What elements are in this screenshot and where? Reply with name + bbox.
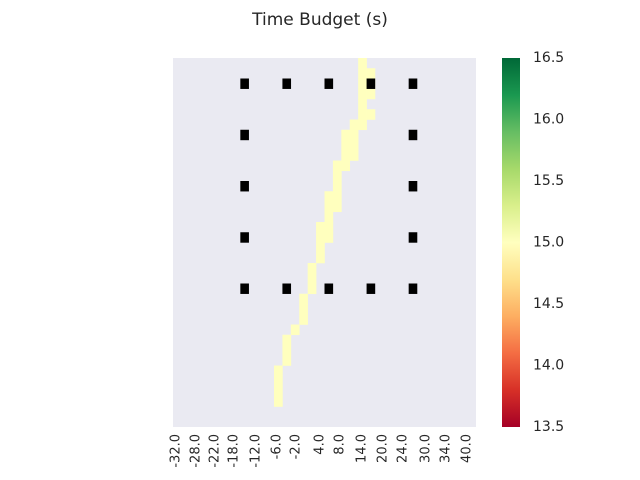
- marker-cell: [240, 78, 249, 89]
- heatmap-cell: [282, 334, 292, 346]
- heatmap-cell: [332, 181, 342, 192]
- heatmap-cell: [341, 129, 351, 141]
- heatmap-cell: [332, 201, 342, 213]
- x-tick-label: 34.0: [439, 434, 454, 463]
- heatmap-cells: [240, 58, 418, 407]
- heatmap-cell: [324, 211, 334, 223]
- x-tick-label: 40.0: [460, 434, 475, 463]
- heatmap-cell: [366, 88, 376, 100]
- heatmap-cell: [282, 355, 292, 366]
- heatmap-cell: [358, 109, 367, 120]
- colorbar-tick-label: 15.5: [533, 173, 564, 189]
- colorbar-tick-label: 13.5: [533, 419, 564, 435]
- x-tick-label: -28.0: [189, 434, 204, 468]
- heatmap-cell: [290, 324, 300, 336]
- heatmap-cell: [358, 99, 367, 110]
- marker-cell: [324, 283, 334, 294]
- x-tick-label: 24.0: [396, 434, 411, 463]
- x-tick-label: -12.0: [249, 434, 264, 468]
- heatmap-cell: [366, 109, 376, 120]
- marker-cell: [240, 129, 249, 141]
- heatmap-cell: [349, 140, 359, 151]
- heatmap-cell: [324, 222, 334, 233]
- heatmap-cell: [349, 129, 359, 141]
- heatmap-cell: [274, 365, 283, 377]
- heatmap-cell: [332, 170, 342, 182]
- marker-cell: [324, 78, 334, 89]
- heatmap-cell: [307, 263, 317, 274]
- heatmap-cell: [324, 191, 334, 202]
- x-tick-label: 14.0: [355, 434, 370, 463]
- chart-title: Time Budget (s): [251, 10, 388, 30]
- heatmap-cell: [299, 304, 308, 315]
- x-tick-label: 4.0: [313, 434, 328, 455]
- x-tick-label: -18.0: [227, 434, 242, 468]
- x-tick-label: 30.0: [419, 434, 434, 463]
- marker-cell: [366, 283, 376, 294]
- marker-cell: [408, 78, 418, 89]
- colorbar-tick-label: 16.0: [533, 112, 564, 128]
- marker-cell: [408, 232, 418, 243]
- colorbar-tick-labels: 16.5 16.0 15.5 15.0 14.5 14.0 13.5: [533, 50, 564, 435]
- heatmap-cell: [332, 191, 342, 202]
- marker-cell: [240, 283, 249, 294]
- heatmap-cell: [358, 68, 367, 79]
- heatmap-cell: [341, 150, 351, 161]
- marker-cell: [240, 181, 249, 192]
- x-tick-label: 8.0: [333, 434, 348, 455]
- marker-cell: [366, 78, 376, 89]
- heatmap-cell: [324, 232, 334, 243]
- heatmap-cell: [324, 201, 334, 213]
- marker-cell: [282, 78, 292, 89]
- heatmap-cell: [358, 58, 367, 69]
- marker-cell: [408, 181, 418, 192]
- colorbar-tick-label: 15.0: [533, 235, 564, 251]
- heatmap-cell: [274, 396, 283, 407]
- heatmap-cell: [358, 119, 367, 131]
- heatmap-cell: [332, 160, 342, 172]
- x-tick-label: -32.0: [169, 434, 184, 468]
- heatmap-cell: [316, 232, 325, 243]
- marker-cell: [282, 283, 292, 294]
- heatmap-cell: [316, 222, 325, 233]
- heatmap-cell: [274, 375, 283, 387]
- colorbar: [502, 58, 520, 427]
- heatmap-cell: [274, 386, 283, 397]
- colorbar-tick-label: 14.0: [533, 358, 564, 374]
- x-tick-label: -2.0: [289, 434, 304, 459]
- x-tick-labels: -32.0 -28.0 -22.0 -18.0 -12.0 -6.0 -2.0 4.0 8.0 1…: [169, 434, 475, 468]
- heatmap-cell: [316, 252, 325, 264]
- x-tick-label: -22.0: [208, 434, 223, 468]
- x-tick-label: -6.0: [270, 434, 285, 459]
- marker-cell: [408, 283, 418, 294]
- heatmap-cell: [282, 345, 292, 356]
- heatmap-cell: [349, 119, 359, 131]
- heatmap-cell: [341, 140, 351, 151]
- heatmap-cell: [307, 283, 317, 295]
- heatmap-cell: [358, 78, 367, 90]
- heatmap-cell: [366, 68, 376, 79]
- heatmap-cell: [316, 242, 325, 254]
- marker-cell: [408, 129, 418, 141]
- marker-cell: [240, 232, 249, 243]
- heatmap-cell: [349, 150, 359, 161]
- heatmap-cell: [341, 160, 351, 172]
- x-tick-label: 20.0: [376, 434, 391, 463]
- heatmap-cell: [299, 314, 308, 325]
- colorbar-tick-label: 16.5: [533, 50, 564, 66]
- heatmap-cell: [307, 273, 317, 284]
- heatmap-cell: [299, 293, 308, 305]
- colorbar-tick-label: 14.5: [533, 296, 564, 312]
- heatmap-cell: [358, 88, 367, 100]
